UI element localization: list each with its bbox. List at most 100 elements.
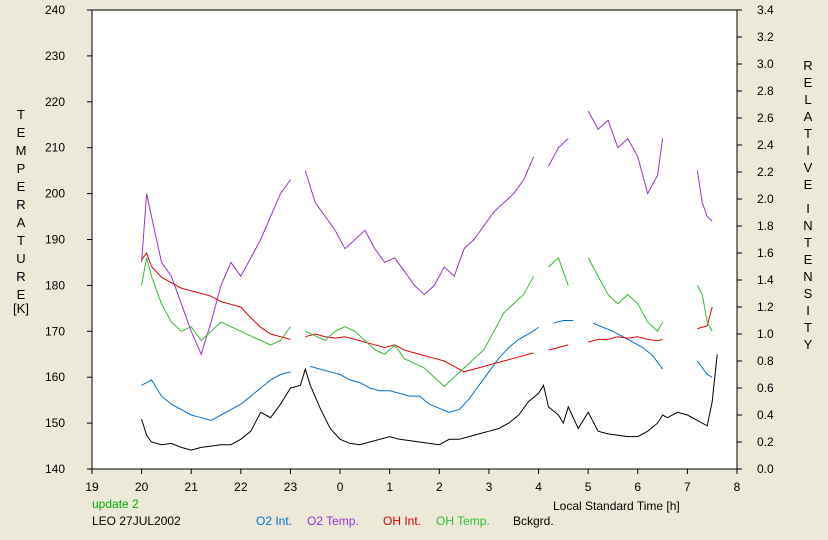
x-tick-label: 19 bbox=[85, 480, 99, 494]
x-tick-label: 20 bbox=[135, 480, 149, 494]
y-left-title-letter: E bbox=[17, 125, 26, 140]
y-right-tick-label: 3.0 bbox=[757, 57, 774, 71]
y-right-title-letter: S bbox=[804, 286, 813, 301]
legend-item: OH Int. bbox=[383, 514, 422, 528]
update-label: update 2 bbox=[92, 497, 139, 511]
site-date-label: LEO 27JUL2002 bbox=[92, 514, 181, 528]
y-right-tick-label: 1.8 bbox=[757, 219, 774, 233]
legend-item: OH Temp. bbox=[436, 514, 490, 528]
y-left-title-letter: P bbox=[17, 161, 26, 176]
series-line bbox=[310, 326, 539, 413]
y-right-title-letter: N bbox=[803, 218, 812, 233]
y-left-title-letter: M bbox=[16, 143, 27, 158]
y-left-tick-label: 220 bbox=[45, 95, 65, 109]
y-right-tick-label: 2.2 bbox=[757, 165, 774, 179]
y-right-title-letter: R bbox=[803, 58, 812, 73]
y-left-title-letter: U bbox=[16, 251, 25, 266]
y-left-title-letter: E bbox=[17, 179, 26, 194]
series-line bbox=[696, 170, 713, 222]
y-left-tick-label: 150 bbox=[45, 416, 65, 430]
series-line bbox=[141, 251, 291, 340]
y-left-title-letter: R bbox=[16, 197, 25, 212]
x-axis-title: Local Standard Time [h] bbox=[553, 499, 680, 513]
y-left-tick-label: 200 bbox=[45, 187, 65, 201]
y-right-title-letter: I bbox=[806, 143, 810, 158]
x-tick-label: 2 bbox=[436, 480, 443, 494]
series-line bbox=[305, 275, 535, 388]
y-right-title-letter: I bbox=[806, 303, 810, 318]
y-left-tick-label: 170 bbox=[45, 324, 65, 338]
y-right-title-letter: I bbox=[806, 201, 810, 216]
y-right-title-letter: A bbox=[804, 109, 813, 124]
series-oh-int bbox=[141, 251, 713, 373]
legend-item: Bckgrd. bbox=[513, 514, 554, 528]
y-right-title-letter: E bbox=[804, 177, 813, 192]
y-right-title-letter: E bbox=[804, 75, 813, 90]
y-right-tick-label: 1.6 bbox=[757, 246, 774, 260]
series-line bbox=[141, 179, 291, 356]
y-left-tick-label: 210 bbox=[45, 141, 65, 155]
y-right-title-letter: T bbox=[804, 320, 812, 335]
x-tick-label: 21 bbox=[185, 480, 199, 494]
y-left-tick-label: 140 bbox=[45, 462, 65, 476]
x-tick-label: 3 bbox=[486, 480, 493, 494]
series-line bbox=[305, 333, 534, 373]
y-left-tick-label: 230 bbox=[45, 49, 65, 63]
x-tick-label: 1 bbox=[386, 480, 393, 494]
series-line bbox=[548, 257, 569, 286]
x-tick-label: 8 bbox=[734, 480, 741, 494]
series-line bbox=[548, 138, 569, 167]
y-right-tick-label: 0.4 bbox=[757, 408, 774, 422]
x-tick-label: 4 bbox=[535, 480, 542, 494]
legend-item: O2 Temp. bbox=[307, 514, 359, 528]
y-right-tick-label: 2.6 bbox=[757, 111, 774, 125]
y-left-unit: [K] bbox=[13, 301, 29, 316]
axis-ticks bbox=[87, 9, 742, 474]
y-left-title-letter: R bbox=[16, 269, 25, 284]
y-right-tick-label: 1.2 bbox=[757, 300, 774, 314]
series-line bbox=[141, 257, 291, 346]
y-right-title-letter: Y bbox=[804, 337, 813, 352]
y-right-tick-label: 0.6 bbox=[757, 381, 774, 395]
series-lines bbox=[141, 110, 718, 451]
series-line bbox=[304, 156, 535, 296]
series-line bbox=[141, 354, 718, 451]
x-tick-label: 22 bbox=[234, 480, 248, 494]
x-tick-label: 0 bbox=[337, 480, 344, 494]
x-tick-label: 5 bbox=[585, 480, 592, 494]
series-line bbox=[696, 285, 713, 332]
y-right-title-letter: V bbox=[804, 160, 813, 175]
x-tick-label: 7 bbox=[684, 480, 691, 494]
y-right-tick-label: 1.4 bbox=[757, 273, 774, 287]
series-line bbox=[587, 257, 664, 333]
y-left-tick-label: 190 bbox=[45, 233, 65, 247]
y-left-tick-label: 160 bbox=[45, 370, 65, 384]
series-line bbox=[696, 360, 713, 378]
series-o2-temp bbox=[141, 110, 713, 356]
series-oh-temp bbox=[141, 257, 713, 388]
series-line bbox=[587, 110, 664, 195]
y-right-tick-label: 0.0 bbox=[757, 462, 774, 476]
axis-labels: 19 20 21 22 23 0 1 2 3 4 5 6 7 8140150160170180190200… bbox=[13, 3, 813, 494]
series-line bbox=[553, 320, 574, 324]
y-right-tick-label: 3.4 bbox=[757, 3, 774, 17]
y-right-title-letter: E bbox=[804, 252, 813, 267]
y-right-title-letter: L bbox=[804, 92, 811, 107]
y-right-title-letter: T bbox=[804, 235, 812, 250]
y-left-title-letter: T bbox=[17, 233, 25, 248]
series-bckgrd bbox=[141, 354, 718, 451]
y-right-tick-label: 2.4 bbox=[757, 138, 774, 152]
legend-item: O2 Int. bbox=[256, 514, 293, 528]
y-left-tick-label: 180 bbox=[45, 278, 65, 292]
y-left-tick-label: 240 bbox=[45, 3, 65, 17]
series-line bbox=[588, 336, 663, 343]
y-left-title-letter: E bbox=[17, 287, 26, 302]
y-right-tick-label: 0.2 bbox=[757, 435, 774, 449]
y-right-title-letter: T bbox=[804, 126, 812, 141]
y-right-tick-label: 0.8 bbox=[757, 354, 774, 368]
plot-area bbox=[91, 9, 738, 470]
y-right-title-letter: N bbox=[803, 269, 812, 284]
series-line bbox=[697, 306, 713, 330]
y-right-tick-label: 3.2 bbox=[757, 30, 774, 44]
